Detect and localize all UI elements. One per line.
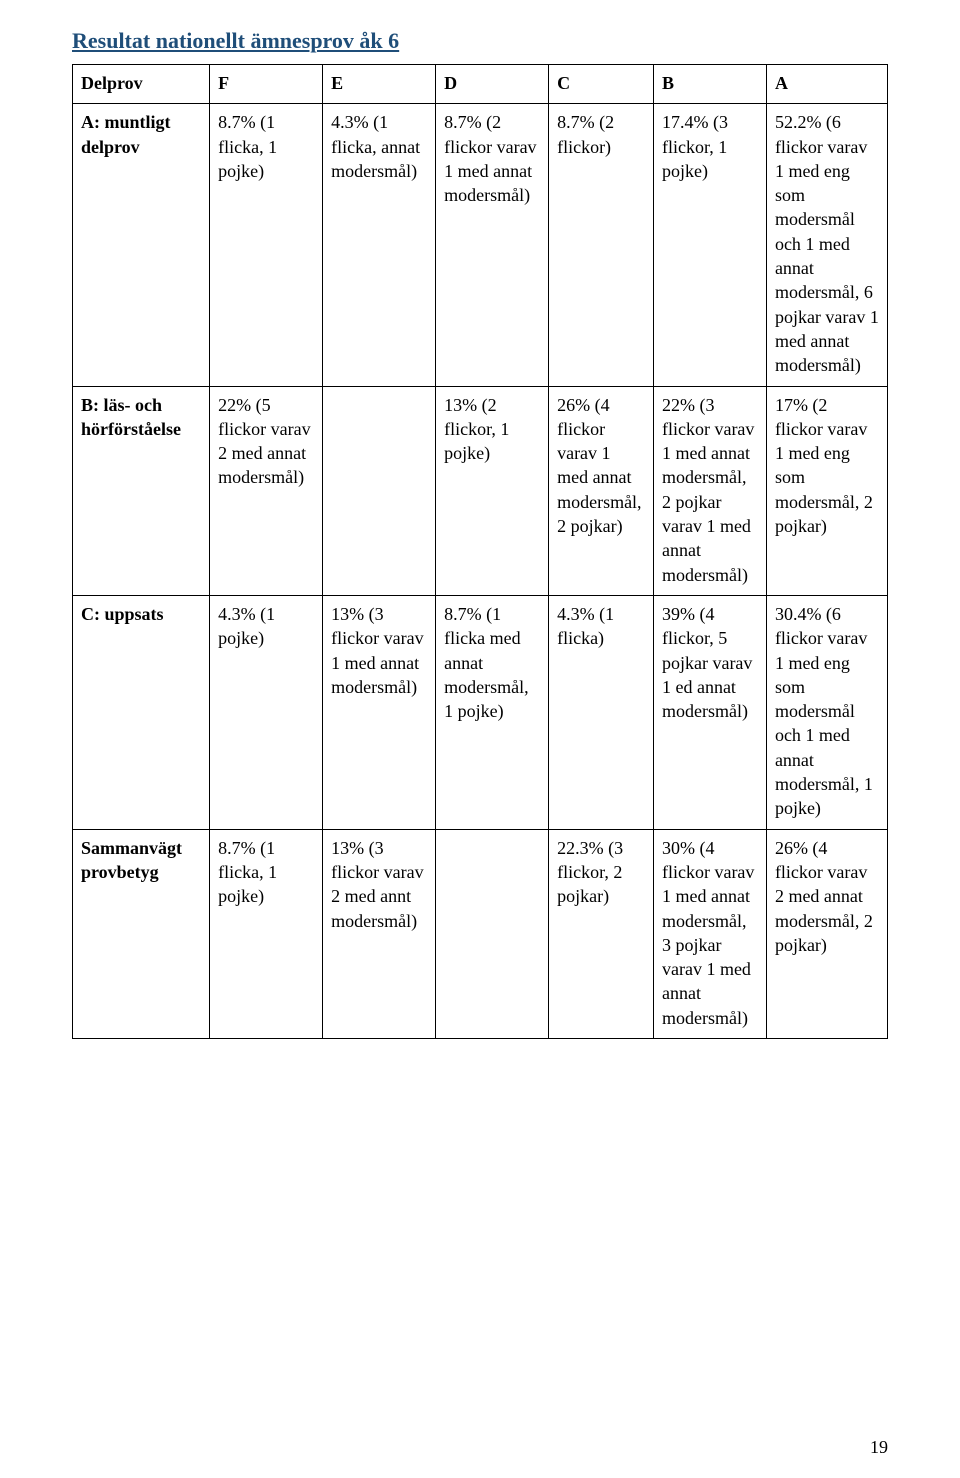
cell: 13% (3 flickor varav 1 med annat modersm… <box>323 595 436 829</box>
cell: 30.4% (6 flickor varav 1 med eng som mod… <box>766 595 887 829</box>
row-label: C: uppsats <box>73 595 210 829</box>
col-header-d: D <box>436 65 549 104</box>
cell: 39% (4 flickor, 5 pojkar varav 1 ed anna… <box>653 595 766 829</box>
row-label: B: läs- och hörförståelse <box>73 386 210 595</box>
row-label: Sammanvägt provbetyg <box>73 829 210 1038</box>
page-number: 19 <box>870 1437 888 1458</box>
cell: 30% (4 flickor varav 1 med annat modersm… <box>653 829 766 1038</box>
table-header-row: Delprov F E D C B A <box>73 65 888 104</box>
cell: 4.3% (1 flicka) <box>549 595 654 829</box>
col-header-delprov: Delprov <box>73 65 210 104</box>
cell: 4.3% (1 pojke) <box>210 595 323 829</box>
cell <box>323 386 436 595</box>
table-row: C: uppsats 4.3% (1 pojke) 13% (3 flickor… <box>73 595 888 829</box>
cell: 13% (2 flickor, 1 pojke) <box>436 386 549 595</box>
cell: 17.4% (3 flickor, 1 pojke) <box>653 104 766 386</box>
cell <box>436 829 549 1038</box>
cell: 8.7% (1 flicka med annat modersmål, 1 po… <box>436 595 549 829</box>
table-row: A: muntligt delprov 8.7% (1 flicka, 1 po… <box>73 104 888 386</box>
col-header-e: E <box>323 65 436 104</box>
cell: 22.3% (3 flickor, 2 pojkar) <box>549 829 654 1038</box>
cell: 26% (4 flickor varav 2 med annat modersm… <box>766 829 887 1038</box>
cell: 52.2% (6 flickor varav 1 med eng som mod… <box>766 104 887 386</box>
col-header-c: C <box>549 65 654 104</box>
results-table: Delprov F E D C B A A: muntligt delprov … <box>72 64 888 1039</box>
row-label: A: muntligt delprov <box>73 104 210 386</box>
cell: 8.7% (1 flicka, 1 pojke) <box>210 829 323 1038</box>
cell: 22% (3 flickor varav 1 med annat modersm… <box>653 386 766 595</box>
col-header-a: A <box>766 65 887 104</box>
cell: 8.7% (2 flickor varav 1 med annat moders… <box>436 104 549 386</box>
page-title: Resultat nationellt ämnesprov åk 6 <box>72 28 888 54</box>
table-row: Sammanvägt provbetyg 8.7% (1 flicka, 1 p… <box>73 829 888 1038</box>
table-row: B: läs- och hörförståelse 22% (5 flickor… <box>73 386 888 595</box>
cell: 13% (3 flickor varav 2 med annt modersmå… <box>323 829 436 1038</box>
cell: 8.7% (1 flicka, 1 pojke) <box>210 104 323 386</box>
col-header-f: F <box>210 65 323 104</box>
cell: 4.3% (1 flicka, annat modersmål) <box>323 104 436 386</box>
cell: 17% (2 flickor varav 1 med eng som moder… <box>766 386 887 595</box>
cell: 8.7% (2 flickor) <box>549 104 654 386</box>
cell: 22% (5 flickor varav 2 med annat modersm… <box>210 386 323 595</box>
cell: 26% (4 flickor varav 1 med annat modersm… <box>549 386 654 595</box>
document-page: Resultat nationellt ämnesprov åk 6 Delpr… <box>0 0 960 1478</box>
col-header-b: B <box>653 65 766 104</box>
